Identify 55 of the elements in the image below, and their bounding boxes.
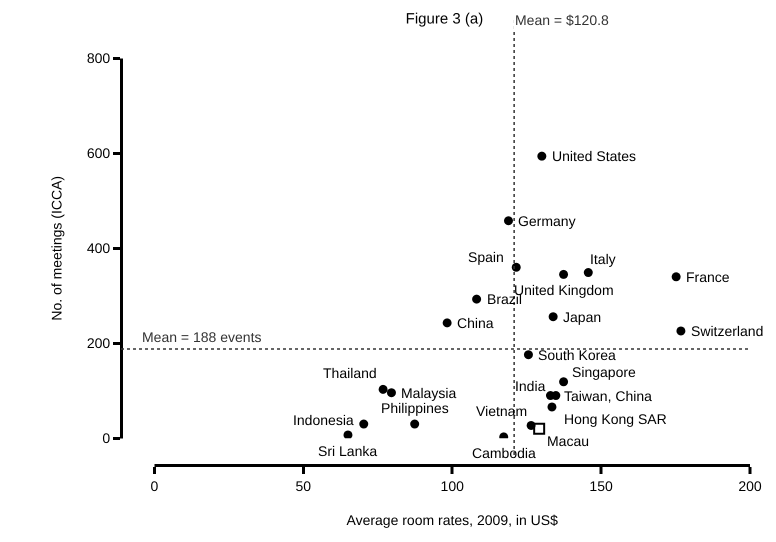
annotation: Spain — [468, 249, 504, 265]
annotation: Singapore — [572, 364, 636, 380]
x-tick-label: 50 — [296, 478, 312, 494]
point — [672, 272, 681, 282]
x-tick-label: 0 — [150, 478, 158, 494]
annotation: Macau — [547, 433, 590, 449]
annotation: South Korea — [538, 347, 616, 363]
point — [512, 262, 521, 272]
point — [533, 422, 546, 435]
x-tick-label: 150 — [589, 478, 613, 494]
annotation: Hong Kong SAR — [564, 411, 667, 427]
point — [537, 152, 546, 161]
point — [359, 420, 368, 429]
annotation: Germany — [518, 213, 576, 229]
annotation: United States — [552, 148, 636, 164]
point — [559, 270, 568, 279]
y-axis-title: No. of meetings (ICCA) — [48, 176, 64, 321]
annotation: Switzerland — [691, 323, 764, 339]
ref-line-label: Mean = $120.8 — [515, 12, 610, 28]
annotation: Italy — [590, 251, 616, 267]
annotation: Malaysia — [401, 385, 456, 401]
x-tick-label: 100 — [440, 478, 464, 494]
point — [559, 377, 568, 386]
point — [676, 326, 686, 336]
annotation: Indonesia — [293, 412, 354, 428]
point — [524, 350, 533, 360]
y-tick-label: 800 — [86, 50, 110, 66]
point — [343, 430, 352, 438]
annotation: India — [515, 378, 546, 394]
point — [548, 312, 558, 322]
y-tick-label: 200 — [86, 335, 110, 352]
x-axis-title: Average room rates, 2009, in US$ — [346, 512, 558, 528]
ref-line-label: Mean = 188 events — [142, 329, 262, 345]
point — [442, 318, 452, 328]
point — [386, 388, 396, 398]
point — [504, 216, 513, 226]
annotation: Cambodia — [472, 445, 536, 461]
y-tick-label: 400 — [86, 240, 110, 256]
y-tick-label: 600 — [86, 145, 110, 162]
annotation: France — [686, 269, 730, 285]
point — [378, 384, 388, 394]
point — [410, 420, 420, 429]
x-tick-label: 200 — [738, 478, 762, 494]
annotation: Taiwan, China — [564, 388, 652, 404]
annotation: Sri Lanka — [318, 443, 378, 459]
annotation: Philippines — [381, 400, 449, 416]
annotation: Thailand — [323, 365, 377, 381]
y-tick-label: 0 — [102, 430, 110, 446]
annotation: Vietnam — [476, 403, 528, 419]
point — [547, 402, 556, 412]
point — [584, 268, 593, 278]
point — [472, 294, 482, 304]
annotation: China — [457, 315, 494, 331]
chart-title: Figure 3 (a) — [406, 10, 484, 28]
annotation: Japan — [563, 309, 602, 325]
